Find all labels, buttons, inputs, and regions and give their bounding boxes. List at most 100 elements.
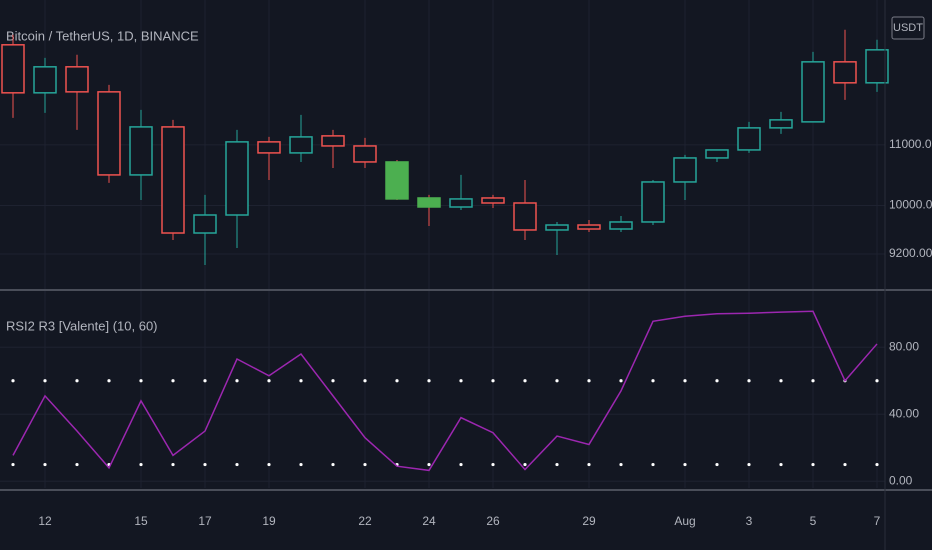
x-tick-label: Aug bbox=[674, 514, 695, 528]
level-dot bbox=[267, 379, 271, 383]
candle-body bbox=[577, 224, 601, 230]
level-dot bbox=[523, 379, 527, 383]
level-dot bbox=[747, 379, 751, 383]
candle-body bbox=[833, 61, 857, 84]
level-dot bbox=[875, 462, 879, 467]
level-dot bbox=[619, 462, 623, 467]
level-dot bbox=[459, 379, 463, 383]
level-dot bbox=[619, 379, 623, 383]
y-tick-label: 10000.00 bbox=[889, 198, 932, 212]
level-dot bbox=[75, 379, 79, 383]
chart-title: Bitcoin / TetherUS, 1D, BINANCE bbox=[6, 28, 199, 43]
level-dot bbox=[235, 462, 239, 467]
x-tick-label: 22 bbox=[358, 514, 372, 528]
candle-body bbox=[33, 66, 57, 94]
level-dot bbox=[779, 379, 783, 383]
level-dot bbox=[11, 379, 15, 383]
candle-body bbox=[865, 49, 889, 84]
candle-body bbox=[225, 141, 249, 216]
x-tick-label: 29 bbox=[582, 514, 596, 528]
y-tick-label: 40.00 bbox=[889, 406, 919, 420]
level-dot bbox=[235, 379, 239, 383]
x-tick-label: 3 bbox=[746, 514, 753, 528]
candle-body bbox=[737, 127, 761, 151]
candle-body bbox=[417, 197, 441, 208]
level-dot bbox=[395, 379, 399, 383]
candle-body bbox=[769, 119, 793, 129]
level-dot bbox=[363, 462, 367, 467]
indicator-title: RSI2 R3 [Valente] (10, 60) bbox=[6, 318, 158, 333]
rsi-line bbox=[12, 310, 878, 472]
x-tick-label: 12 bbox=[38, 514, 52, 528]
level-dot bbox=[331, 379, 335, 383]
level-dot bbox=[491, 379, 495, 383]
x-tick-label: 17 bbox=[198, 514, 212, 528]
candle-body bbox=[481, 197, 505, 204]
level-dot bbox=[683, 379, 687, 383]
level-dot bbox=[843, 462, 847, 467]
level-dot bbox=[459, 462, 463, 467]
level-dot bbox=[363, 379, 367, 383]
level-dot bbox=[587, 462, 591, 467]
candle-body bbox=[289, 136, 313, 154]
level-dot bbox=[267, 462, 271, 467]
candle-body bbox=[353, 145, 377, 163]
candle-body bbox=[513, 202, 537, 231]
level-dot bbox=[651, 379, 655, 383]
candle-body bbox=[801, 61, 825, 123]
level-dot bbox=[715, 379, 719, 383]
x-tick-label: 19 bbox=[262, 514, 276, 528]
level-dot bbox=[171, 462, 175, 467]
level-dot bbox=[427, 379, 431, 383]
level-dot bbox=[299, 379, 303, 383]
level-dot bbox=[203, 379, 207, 383]
y-tick-label: 9200.00 bbox=[889, 246, 932, 260]
level-dot bbox=[587, 379, 591, 383]
level-dot bbox=[139, 379, 143, 383]
level-dot bbox=[811, 379, 815, 383]
x-tick-label: 24 bbox=[422, 514, 436, 528]
candle-body bbox=[641, 181, 665, 223]
level-dot bbox=[555, 462, 559, 467]
candle-body bbox=[257, 141, 281, 154]
candle-body bbox=[65, 66, 89, 93]
level-dot bbox=[43, 462, 47, 467]
candle-body bbox=[449, 198, 473, 208]
level-dot bbox=[139, 462, 143, 467]
currency-box[interactable] bbox=[891, 16, 925, 40]
level-dot bbox=[203, 462, 207, 467]
candle-body bbox=[193, 214, 217, 234]
x-tick-label: 7 bbox=[874, 514, 881, 528]
level-dot bbox=[779, 462, 783, 467]
y-tick-label: 80.00 bbox=[889, 339, 919, 353]
level-dot bbox=[875, 379, 879, 383]
level-dot bbox=[683, 462, 687, 467]
x-tick-label: 15 bbox=[134, 514, 148, 528]
candle-body bbox=[545, 224, 569, 231]
level-dot bbox=[651, 462, 655, 467]
x-tick-label: 26 bbox=[486, 514, 500, 528]
level-dot bbox=[75, 462, 79, 467]
candle-body bbox=[1, 44, 25, 94]
level-dot bbox=[299, 462, 303, 467]
level-dot bbox=[43, 379, 47, 383]
level-dot bbox=[107, 379, 111, 383]
currency-label[interactable]: USDT bbox=[893, 22, 923, 34]
candle-body bbox=[673, 157, 697, 183]
candle-body bbox=[321, 135, 345, 147]
candle-body bbox=[705, 149, 729, 159]
candle-body bbox=[129, 126, 153, 176]
candle-body bbox=[161, 126, 185, 234]
level-dot bbox=[523, 462, 527, 467]
candle-body bbox=[97, 91, 121, 176]
y-tick-label: 11000.00 bbox=[889, 137, 932, 151]
level-dot bbox=[715, 462, 719, 467]
level-dot bbox=[555, 379, 559, 383]
x-tick-label: 5 bbox=[810, 514, 817, 528]
level-dot bbox=[427, 462, 431, 467]
level-dot bbox=[331, 462, 335, 467]
level-dot bbox=[11, 462, 15, 467]
level-dot bbox=[811, 462, 815, 467]
